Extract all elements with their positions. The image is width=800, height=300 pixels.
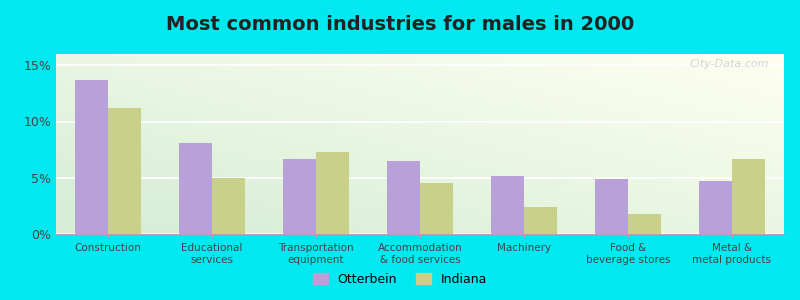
Bar	[386, 161, 420, 234]
Bar	[178, 143, 212, 234]
Bar	[316, 152, 350, 234]
Bar	[698, 181, 732, 234]
Bar	[490, 176, 524, 234]
Legend: Otterbein, Indiana: Otterbein, Indiana	[308, 268, 492, 291]
Bar	[212, 178, 246, 234]
Bar	[108, 108, 142, 234]
Bar	[524, 207, 558, 234]
Bar	[628, 214, 662, 234]
Bar	[594, 179, 628, 234]
Bar	[282, 159, 316, 234]
Bar	[420, 183, 454, 234]
Text: City-Data.com: City-Data.com	[690, 59, 770, 69]
Bar	[732, 159, 766, 234]
Bar	[74, 80, 108, 234]
Text: Most common industries for males in 2000: Most common industries for males in 2000	[166, 15, 634, 34]
